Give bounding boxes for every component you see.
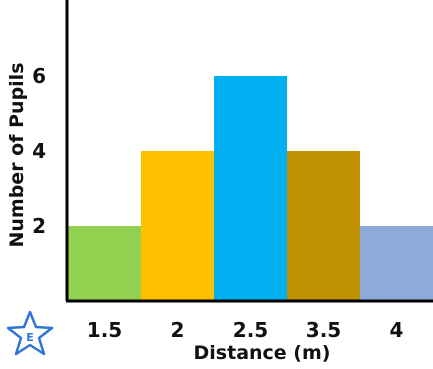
star-outline bbox=[6, 310, 54, 356]
badge-letter: E bbox=[26, 331, 34, 344]
bar-3.5 bbox=[287, 151, 360, 301]
bars-group bbox=[68, 76, 433, 301]
y-tick-label: 4 bbox=[32, 139, 46, 163]
bar-2.5 bbox=[214, 76, 287, 301]
bar-2 bbox=[141, 151, 214, 301]
bar-1.5 bbox=[68, 226, 141, 301]
x-tick-labels: 1.5 2 2.5 3.5 4 bbox=[87, 318, 404, 342]
bar-4 bbox=[360, 226, 433, 301]
x-tick-label: 3.5 bbox=[306, 318, 341, 342]
x-tick-label: 1.5 bbox=[87, 318, 122, 342]
x-axis-title: Distance (m) bbox=[194, 342, 331, 364]
y-tick-label: 6 bbox=[32, 64, 46, 88]
x-tick-label: 2.5 bbox=[233, 318, 268, 342]
x-tick-label: 2 bbox=[171, 318, 185, 342]
y-axis-title: Number of Pupils bbox=[6, 62, 28, 247]
y-tick-label: 2 bbox=[32, 214, 46, 238]
x-tick-label: 4 bbox=[390, 318, 404, 342]
y-tick-labels: 2 4 6 bbox=[32, 64, 46, 238]
star-icon: E bbox=[6, 310, 54, 356]
